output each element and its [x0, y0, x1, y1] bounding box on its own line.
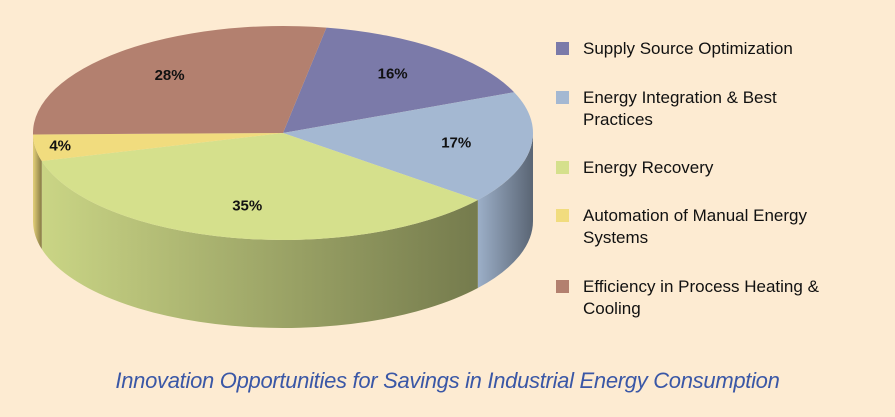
- legend-swatch: [556, 280, 569, 293]
- legend-swatch: [556, 161, 569, 174]
- legend-swatch: [556, 91, 569, 104]
- data-label: 17%: [441, 135, 471, 152]
- pie-slice: [41, 133, 478, 240]
- pie-slice: [33, 133, 283, 162]
- pie-slice: [33, 25, 327, 135]
- data-label: 16%: [378, 66, 408, 83]
- data-label: 4%: [49, 137, 71, 154]
- legend-label: Supply Source Optimization: [583, 39, 793, 58]
- legend-swatch: [556, 42, 569, 55]
- pie-side: [33, 134, 42, 250]
- legend-swatch: [556, 209, 569, 222]
- data-label: 28%: [155, 67, 185, 84]
- pie-side: [477, 133, 533, 289]
- legend-label: Energy Integration & Best Practices: [583, 88, 777, 129]
- legend-label: Efficiency in Process Heating & Cooling: [583, 277, 819, 318]
- legend-label: Automation of Manual Energy Systems: [583, 206, 807, 247]
- pie-slice: [283, 27, 515, 133]
- chart-title: Innovation Opportunities for Savings in …: [115, 368, 780, 393]
- data-label: 35%: [232, 197, 262, 214]
- pie-side: [41, 161, 478, 328]
- pie-slice: [283, 92, 533, 201]
- legend-label: Energy Recovery: [583, 158, 714, 177]
